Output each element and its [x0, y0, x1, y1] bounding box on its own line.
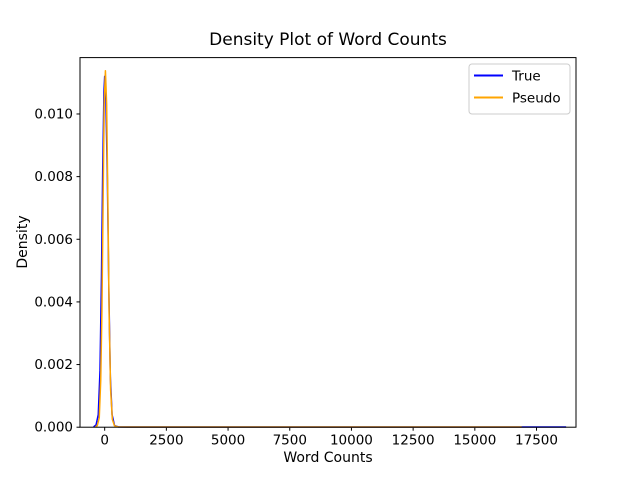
x-axis-label: Word Counts	[283, 450, 372, 466]
x-tick-label: 17500	[515, 433, 558, 449]
y-tick-label: 0.010	[34, 106, 73, 122]
x-tick-label: 10000	[330, 433, 373, 449]
chart-title: Density Plot of Word Counts	[209, 30, 447, 50]
x-tick-label: 7500	[273, 433, 307, 449]
legend-label-pseudo: Pseudo	[512, 91, 561, 107]
x-tick-label: 0	[100, 433, 109, 449]
series-line-pseudo	[94, 70, 522, 428]
axes-spines	[79, 57, 577, 428]
y-axis-label: Density	[15, 215, 31, 268]
y-tick-label: 0.004	[34, 294, 73, 310]
x-tick-label: 2500	[149, 433, 183, 449]
y-tick-label: 0.006	[34, 232, 73, 248]
legend: True Pseudo	[468, 63, 571, 115]
y-tick-label: 0.000	[34, 420, 73, 436]
x-tick-label: 12500	[392, 433, 435, 449]
plot-area: 0 2500 5000 7500 10000 12500 15000 17500 0.000 0.…	[34, 57, 577, 449]
legend-label-true: True	[511, 69, 541, 85]
y-tick-label: 0.002	[34, 357, 73, 373]
series-line-true	[93, 75, 567, 428]
x-tick-label: 5000	[211, 433, 245, 449]
x-tick-label: 15000	[453, 433, 496, 449]
y-tick-label: 0.008	[34, 169, 73, 185]
